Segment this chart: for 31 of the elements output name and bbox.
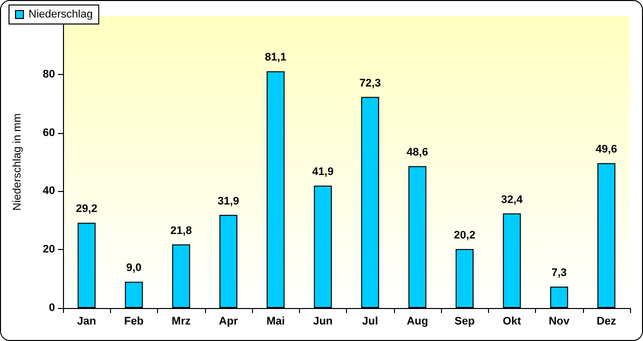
y-axis-title: Niederschlag in mm — [12, 113, 24, 211]
data-label: 49,6 — [596, 144, 618, 156]
y-tick-label: 80 — [42, 68, 55, 80]
x-tick-label: Nov — [548, 316, 570, 328]
data-label: 32,4 — [501, 194, 524, 206]
data-label: 9,0 — [126, 262, 142, 274]
x-tick-label: Sep — [454, 316, 475, 328]
y-tick-label: 60 — [42, 126, 55, 139]
x-tick-label: Mrz — [172, 316, 192, 328]
data-label: 31,9 — [218, 195, 240, 208]
data-label: 21,8 — [170, 224, 192, 237]
x-tick-label: Okt — [502, 316, 522, 328]
x-tick-label: Mai — [266, 316, 285, 328]
x-tick-label: Aug — [406, 316, 428, 328]
data-label: 81,1 — [264, 52, 286, 64]
data-label: 20,2 — [454, 230, 476, 242]
legend-label: Niederschlag — [28, 8, 93, 20]
x-tick-label: Jan — [77, 316, 96, 328]
y-tick-label: 20 — [42, 244, 55, 256]
data-label: 48,6 — [406, 146, 428, 159]
x-tick-label: Feb — [124, 316, 144, 328]
data-label: 72,3 — [359, 77, 381, 90]
data-label: 41,9 — [312, 166, 334, 178]
data-label: 7,3 — [551, 267, 567, 280]
x-tick-label: Dez — [596, 316, 617, 328]
data-label: 29,2 — [76, 203, 98, 216]
x-tick-label: Jul — [362, 316, 378, 328]
x-tick-label: Apr — [218, 316, 239, 328]
y-tick-label: 0 — [48, 302, 55, 314]
y-tick-label: 40 — [42, 185, 55, 198]
x-tick-label: Jun — [313, 316, 333, 328]
